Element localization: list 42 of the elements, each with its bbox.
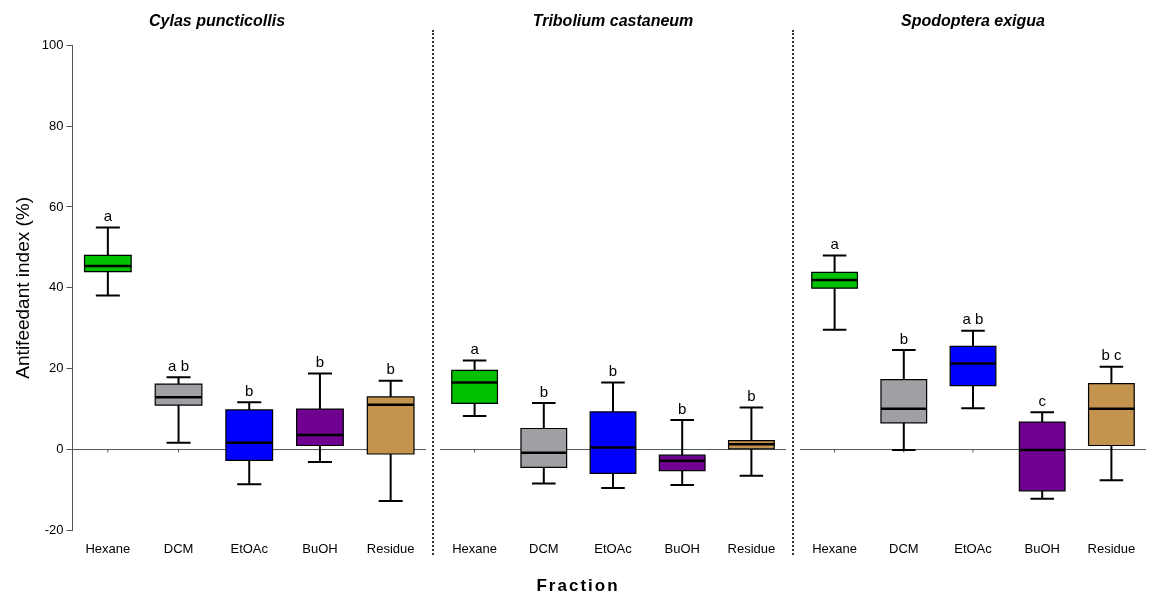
x-tick-label: EtOAc: [954, 540, 993, 556]
annotation: a: [830, 235, 840, 253]
y-tick-label: 0: [56, 441, 64, 457]
annotation: b: [539, 382, 548, 400]
annotation: b: [245, 381, 254, 399]
annotation: b: [386, 360, 395, 378]
x-tick-label: Residue: [366, 540, 415, 556]
y-tick-label: 60: [49, 198, 64, 214]
annotation: a b: [168, 356, 189, 374]
x-tick-label: DCM: [529, 540, 559, 556]
y-tick-label: 20: [49, 360, 64, 376]
x-tick-label: EtOAc: [230, 540, 269, 556]
x-tick-label: Hexane: [452, 540, 498, 556]
annotation: c: [1038, 391, 1047, 409]
x-tick-label: BuOH: [1024, 540, 1060, 556]
annotation: b: [747, 387, 756, 405]
annotation: b: [678, 399, 687, 417]
x-tick-label: EtOAc: [594, 540, 633, 556]
annotation: b: [608, 362, 618, 380]
annotation: a: [470, 340, 480, 358]
y-tick-label: 40: [49, 279, 64, 295]
chart-title: Cylas puncticollis: [148, 12, 286, 30]
chart-title: Tribolium castaneum: [532, 12, 694, 30]
chart-title: Spodoptera exigua: [900, 12, 1046, 30]
annotation: b c: [1101, 346, 1122, 364]
y-tick-label: -20: [44, 521, 64, 537]
annotation: a: [103, 207, 113, 225]
x-tick-label: Residue: [727, 540, 776, 556]
x-tick-label: Hexane: [812, 540, 858, 556]
x-tick-label: Hexane: [85, 540, 131, 556]
y-axis-title: Antifeedant index (%): [11, 196, 33, 379]
annotation: b: [315, 353, 325, 371]
x-axis-title: Fraction: [535, 576, 621, 596]
annotation: b: [899, 329, 908, 347]
x-tick-label: DCM: [889, 540, 919, 556]
y-tick-label: 100: [41, 36, 64, 52]
x-tick-label: Residue: [1087, 540, 1136, 556]
x-tick-label: BuOH: [664, 540, 700, 556]
x-tick-label: BuOH: [302, 540, 338, 556]
y-tick-label: 80: [49, 117, 64, 133]
annotation: a b: [962, 310, 984, 328]
x-tick-label: DCM: [163, 540, 194, 556]
